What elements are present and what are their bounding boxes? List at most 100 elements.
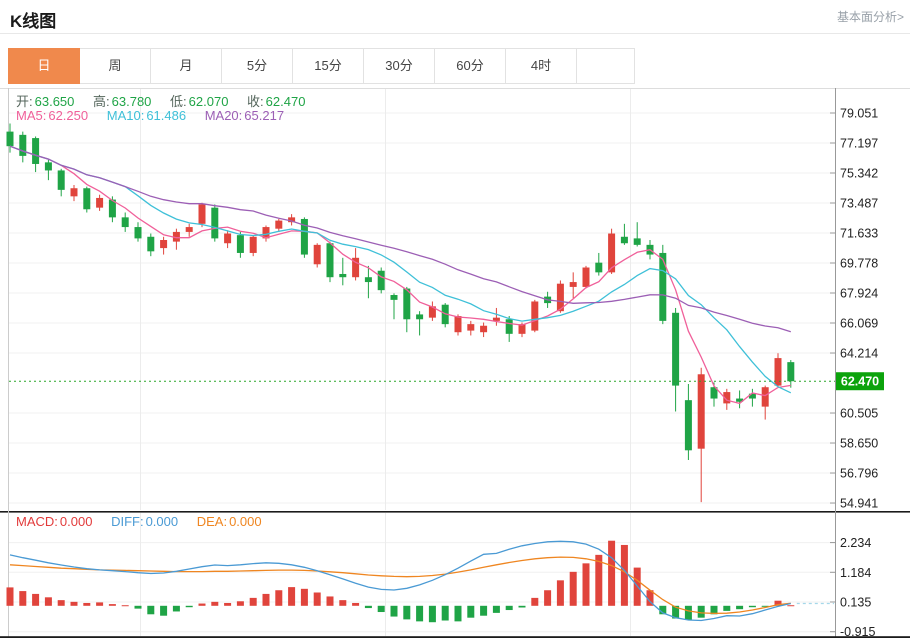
macd-bar: [390, 605, 398, 617]
candle: [697, 367, 705, 503]
diff-value: DIFF: 0.000: [111, 514, 179, 529]
candle: [364, 265, 372, 299]
tab-30分[interactable]: 30分: [364, 48, 435, 84]
candle: [608, 228, 616, 274]
macd-bar: [428, 605, 436, 623]
macd-bar: [6, 587, 14, 606]
candle: [32, 136, 40, 173]
macd-axis-labels: 2.234 1.184 0.135 -0.915: [830, 536, 875, 639]
y-axis-labels: 79.051 77.197 75.342 73.487 71.633 69.778 67.9…: [830, 107, 878, 511]
macd-bar: [288, 587, 296, 606]
macd-bar: [300, 588, 308, 606]
macd-bar: [569, 571, 577, 606]
tab-bar-filler: [577, 48, 635, 84]
y-axis-label: 54.941: [840, 497, 878, 511]
ohlc-legend: 开: 63.650 高: 63.780 低: 62.070 收: 62.470: [16, 91, 320, 110]
candle: [160, 236, 168, 255]
candle: [185, 223, 193, 237]
candle: [620, 223, 628, 245]
candle: [313, 243, 321, 268]
macd-bar: [684, 605, 692, 620]
macd-bar: [556, 580, 564, 606]
tab-4时[interactable]: 4时: [506, 48, 577, 84]
period-tab-bar: 日周月 5分 15分 30分 60分 4时: [8, 48, 635, 84]
candle: [454, 314, 462, 336]
ma20-line: [9, 145, 791, 333]
tab-月[interactable]: 月: [151, 48, 222, 84]
ohlc-high: 高: 63.780: [93, 94, 152, 109]
fundamental-analysis-link[interactable]: 基本面分析>: [836, 10, 904, 24]
macd-bar: [313, 592, 321, 606]
macd-bar: [32, 593, 40, 606]
candle: [275, 218, 283, 232]
macd-histogram: [6, 540, 795, 623]
candle: [492, 307, 500, 326]
macd-bar: [544, 590, 552, 606]
candle: [569, 272, 577, 299]
candle: [736, 390, 744, 409]
macd-axis-label: -0.915: [840, 625, 875, 639]
y-axis-label: 64.214: [840, 347, 878, 361]
candle: [428, 301, 436, 321]
macd-bar: [185, 605, 193, 608]
tab-15分[interactable]: 15分: [293, 48, 364, 84]
macd-axis-label: 2.234: [840, 536, 871, 550]
macd-bar: [19, 591, 27, 606]
macd-bar: [236, 601, 244, 606]
macd-bar: [352, 602, 360, 606]
macd-bar: [787, 605, 795, 607]
candle: [531, 299, 539, 333]
ma10-line: [9, 145, 792, 394]
y-axis-label: 69.778: [840, 257, 878, 271]
candle: [416, 311, 424, 336]
candle: [83, 186, 91, 213]
macd-bar: [582, 563, 590, 606]
candle: [44, 159, 52, 181]
macd-bar: [121, 605, 129, 607]
macd-bar: [96, 602, 104, 606]
ma5-line: [9, 145, 791, 405]
ohlc-close: 收: 62.470: [247, 94, 306, 109]
ma10-value: MA10: 61.486: [106, 108, 187, 123]
macd-bar: [108, 604, 116, 606]
candle: [339, 257, 347, 286]
dea-line: [9, 556, 791, 615]
candle: [377, 267, 385, 294]
tab-60分[interactable]: 60分: [435, 48, 506, 84]
tab-周[interactable]: 周: [80, 48, 151, 84]
y-axis-label: 77.197: [840, 136, 878, 150]
y-axis-label: 67.924: [840, 287, 878, 301]
tab-日[interactable]: 日: [8, 48, 80, 84]
tab-5分[interactable]: 5分: [222, 48, 293, 84]
candle: [288, 214, 296, 226]
macd-bar: [57, 600, 65, 606]
candle: [300, 217, 308, 258]
macd-bar: [505, 605, 513, 611]
kline-chart: 79.051 77.197 75.342 73.487 71.633 69.778 67.9…: [0, 88, 910, 511]
kline-gridlines: [9, 89, 835, 510]
ma20-value: MA20: 65.217: [204, 108, 285, 123]
macd-legend: MACD: 0.000 DIFF: 0.000 DEA: 0.000: [16, 514, 277, 529]
macd-bar: [672, 605, 680, 619]
macd-bar: [211, 601, 219, 606]
candle: [19, 131, 27, 163]
pane-divider: [0, 511, 910, 513]
ma5-value: MA5: 62.250: [16, 108, 89, 123]
macd-bar: [454, 605, 462, 622]
macd-bar: [275, 590, 283, 606]
macd-bar: [518, 605, 526, 608]
candle: [684, 383, 692, 461]
macd-bar: [172, 605, 180, 612]
candle: [659, 244, 667, 325]
candle: [249, 235, 257, 257]
candle: [211, 204, 219, 242]
current-price-badge: 62.470: [836, 372, 884, 391]
macd-bar: [134, 605, 142, 609]
macd-bar: [70, 601, 78, 606]
macd-chart: 2.234 1.184 0.135 -0.915: [0, 511, 910, 639]
y-axis-label: 75.342: [840, 167, 878, 181]
macd-axis-label: 0.135: [840, 595, 871, 609]
y-axis-label: 56.796: [840, 467, 878, 481]
candle: [480, 322, 488, 338]
pane-bottom-border: [0, 636, 910, 638]
